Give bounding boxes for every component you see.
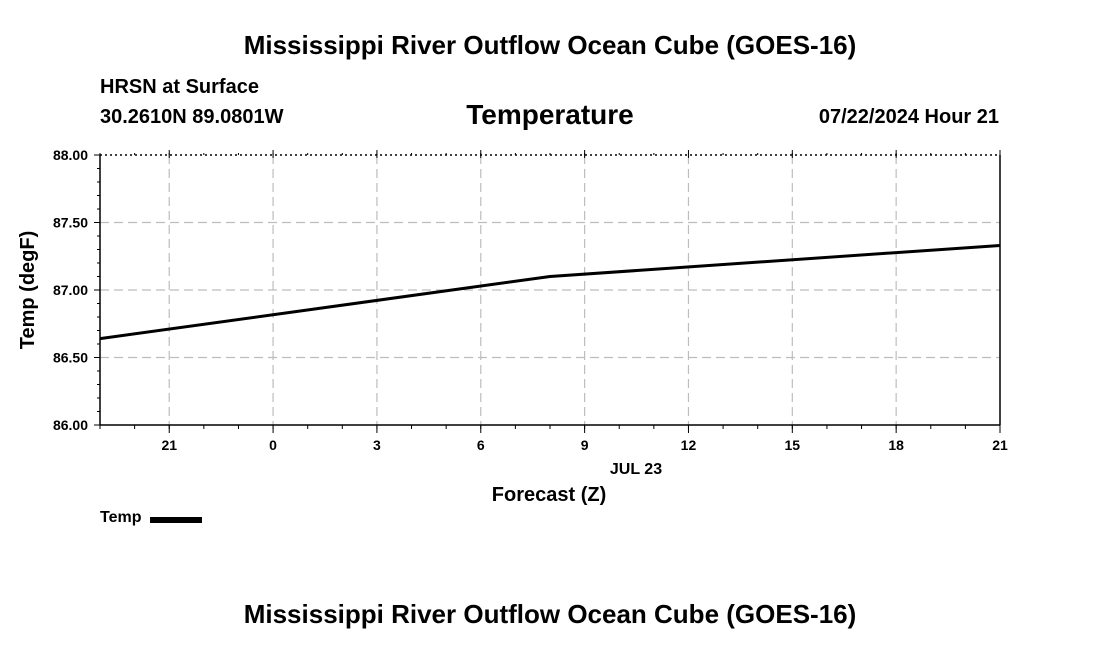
x-tick-label: 3 — [373, 437, 381, 453]
site-coordinates: 30.2610N 89.0801W — [100, 106, 284, 128]
grid-lines — [100, 155, 1000, 425]
valid-time: 07/22/2024 Hour 21 — [818, 106, 999, 128]
temp-series-line — [99, 243, 1001, 341]
legend-swatch — [150, 516, 203, 523]
footer-title: Mississippi River Outflow Ocean Cube (GO… — [243, 599, 857, 629]
x-tick-label: 6 — [477, 437, 485, 453]
x-tick-label: 18 — [888, 437, 904, 453]
y-axis-label: Temp (degF) — [17, 231, 39, 350]
x-tick-label: 15 — [785, 437, 801, 453]
tick-labels: 86.00 86.50 87.00 87.50 88.00 21 0 3 6 9 12 15 18 21 — [53, 147, 1008, 453]
y-tick-label: 88.00 — [53, 147, 88, 163]
legend: Temp — [100, 509, 203, 527]
y-tick-label: 86.00 — [53, 417, 88, 433]
y-tick-label: 87.50 — [53, 215, 88, 231]
y-tick-label: 87.00 — [53, 282, 88, 298]
x-tick-label: 21 — [992, 437, 1008, 453]
series-lines — [99, 243, 1001, 341]
site-name: HRSN at Surface — [100, 76, 259, 98]
parameter-title: Temperature — [466, 99, 634, 130]
axes — [94, 150, 1001, 433]
x-tick-label: 21 — [161, 437, 177, 453]
x-axis-label: Forecast (Z) — [492, 484, 606, 506]
legend-label: Temp — [100, 509, 142, 526]
x-tick-label: 9 — [581, 437, 589, 453]
x-tick-label: 0 — [269, 437, 277, 453]
date-label: JUL 23 — [610, 461, 662, 478]
x-tick-label: 12 — [681, 437, 697, 453]
y-tick-label: 86.50 — [53, 350, 88, 366]
chart-title: Mississippi River Outflow Ocean Cube (GO… — [243, 30, 857, 60]
